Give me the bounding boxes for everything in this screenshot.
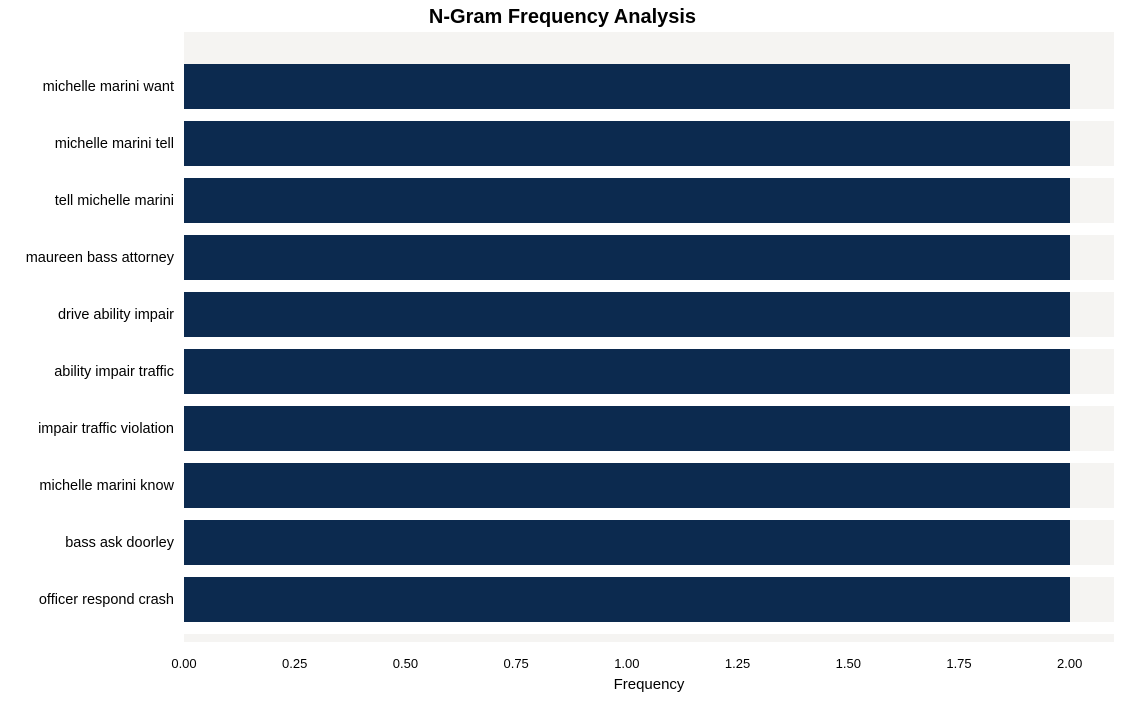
plot-band <box>184 166 1114 179</box>
y-axis-label: bass ask doorley <box>65 535 180 551</box>
bar <box>184 292 1070 336</box>
chart-title: N-Gram Frequency Analysis <box>0 6 1125 29</box>
plot-band <box>184 622 1114 635</box>
plot-band <box>184 280 1114 293</box>
plot-band <box>184 109 1114 122</box>
y-axis-label: impair traffic violation <box>38 421 180 437</box>
y-axis-label: michelle marini tell <box>55 136 180 152</box>
plot-band <box>184 451 1114 464</box>
plot-band <box>184 508 1114 521</box>
bar <box>184 64 1070 108</box>
y-axis-label: drive ability impair <box>58 307 180 323</box>
bar <box>184 178 1070 222</box>
bar <box>184 235 1070 279</box>
bar <box>184 121 1070 165</box>
plot-band <box>184 223 1114 236</box>
bar <box>184 406 1070 450</box>
bar <box>184 463 1070 507</box>
x-axis-tick-label: 1.00 <box>614 656 639 671</box>
x-axis-tick-label: 0.25 <box>282 656 307 671</box>
y-axis-label: maureen bass attorney <box>26 250 180 266</box>
plot-band <box>184 634 1114 642</box>
x-axis-tick-label: 1.50 <box>836 656 861 671</box>
x-axis-tick-label: 1.75 <box>946 656 971 671</box>
x-axis-tick-label: 0.50 <box>393 656 418 671</box>
y-axis-label: tell michelle marini <box>55 193 180 209</box>
x-axis-tick-label: 1.25 <box>725 656 750 671</box>
y-axis-label: michelle marini want <box>43 79 180 95</box>
plot-band <box>184 32 1114 64</box>
y-axis-label: officer respond crash <box>39 592 180 608</box>
x-axis-tick-label: 0.00 <box>171 656 196 671</box>
bar <box>184 520 1070 564</box>
x-axis-tick-label: 0.75 <box>503 656 528 671</box>
plot-band <box>184 394 1114 407</box>
x-axis-title: Frequency <box>184 676 1114 693</box>
plot-band <box>184 565 1114 578</box>
x-axis-tick-label: 2.00 <box>1057 656 1082 671</box>
y-axis-label: ability impair traffic <box>54 364 180 380</box>
bar <box>184 577 1070 621</box>
plot-band <box>184 337 1114 350</box>
y-axis-label: michelle marini know <box>39 478 180 494</box>
chart-plot-area <box>184 32 1114 642</box>
bar <box>184 349 1070 393</box>
